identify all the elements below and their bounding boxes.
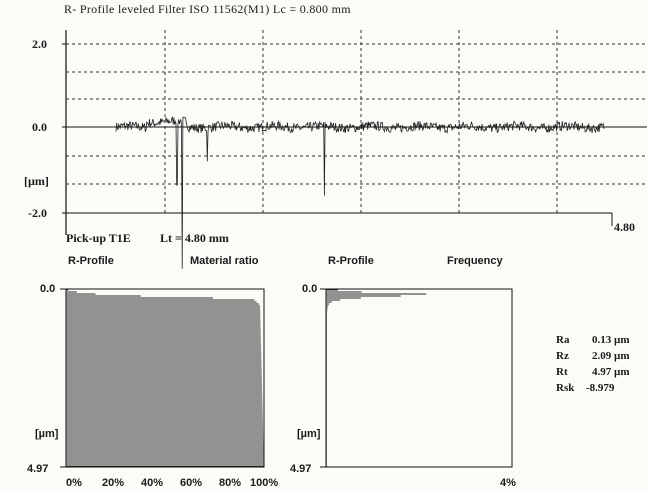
- chart-title: R- Profile leveled Filter ISO 11562(M1) …: [64, 2, 351, 16]
- param-rt-name: Rt: [556, 366, 568, 378]
- param-ra-name: Ra: [556, 334, 570, 346]
- freq-x-tick-4: 4%: [500, 477, 516, 489]
- pickup-length: Lt = 4.80 mm: [160, 231, 229, 245]
- mr-x-tick-80: 80%: [219, 477, 242, 489]
- mr-x-tick-100: 100%: [250, 477, 279, 489]
- freq-y-label: [µm]: [297, 428, 321, 440]
- freq-y-tick-0: 0.0: [302, 283, 318, 295]
- section-label-material-ratio: Material ratio: [190, 255, 259, 267]
- mr-x-tick-0: 0%: [66, 477, 82, 489]
- param-rsk-value: -8.979: [586, 382, 615, 394]
- mr-x-tick-40: 40%: [141, 477, 164, 489]
- mr-y-tick-497: 4.97: [27, 463, 49, 475]
- param-ra-value: 0.13 µm: [592, 334, 630, 346]
- mr-y-label: [µm]: [35, 428, 59, 440]
- y-tick-2: 2.0: [32, 37, 47, 51]
- y-tick-0: 0.0: [32, 120, 47, 134]
- mr-x-tick-60: 60%: [180, 477, 203, 489]
- section-label-frequency: Frequency: [447, 255, 503, 267]
- frequency-frame: [325, 288, 513, 468]
- y-tick-neg2: -2.0: [28, 206, 47, 220]
- mr-y-tick-0: 0.0: [40, 283, 56, 295]
- section-label-r-profile-left: R-Profile: [68, 255, 114, 267]
- frequency-fill: [326, 289, 427, 467]
- mr-x-tick-20: 20%: [102, 477, 125, 489]
- param-rz-name: Rz: [556, 350, 569, 362]
- profile-y-label: [µm]: [24, 174, 49, 188]
- param-rt-value: 4.97 µm: [592, 366, 630, 378]
- freq-y-tick-497: 4.97: [290, 463, 312, 475]
- param-rsk-name: Rsk: [556, 382, 575, 394]
- param-rz-value: 2.09 µm: [592, 350, 630, 362]
- material-ratio-fill: [66, 289, 264, 467]
- section-label-r-profile-right: R-Profile: [328, 255, 374, 267]
- profile-series-line: [115, 116, 605, 269]
- pickup-label: Pick-up T1E: [66, 231, 131, 245]
- x-end-label: 4.80: [614, 220, 635, 234]
